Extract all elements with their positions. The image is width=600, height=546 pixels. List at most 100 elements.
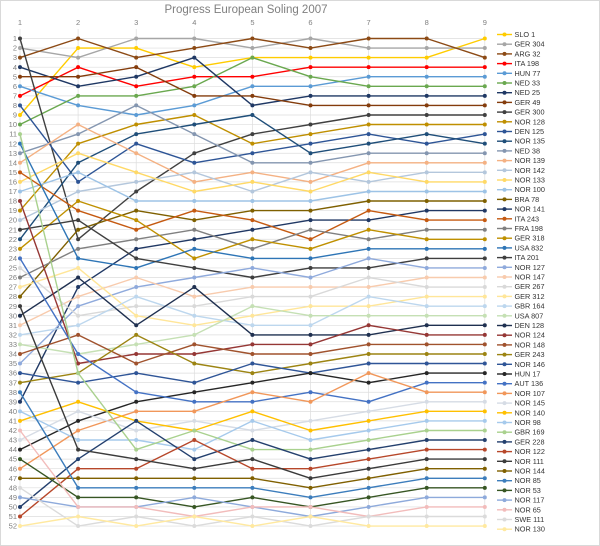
y-tick: 9 [13, 111, 17, 120]
data-point-nor-140 [76, 399, 81, 404]
data-point-ger-304 [308, 36, 313, 41]
data-point-nor-128 [308, 132, 313, 137]
y-tick: 41 [9, 417, 17, 426]
data-point-den-128 [482, 323, 487, 328]
legend-label: NOR 128 [515, 117, 545, 126]
legend-swatch-marker [502, 498, 507, 503]
data-point-nor-111 [366, 466, 371, 471]
data-point-nor-111 [18, 304, 22, 309]
legend-label: ITA 243 [515, 214, 540, 223]
legend-label: ITA 198 [515, 59, 540, 68]
data-point-nor-117 [424, 495, 429, 500]
y-tick: 15 [9, 168, 17, 177]
data-point-nor-146 [250, 361, 255, 366]
legend-item-gbr-164: GBR 164 [497, 302, 545, 311]
legend-item-slo-1: SLO 1 [497, 30, 535, 39]
data-point-nor-148 [482, 342, 487, 347]
data-point-nor-145 [482, 399, 487, 404]
data-point-usa-807 [308, 313, 313, 318]
series-nor-135 [18, 112, 487, 242]
data-point-nor-53 [76, 495, 81, 500]
x-tick: 5 [250, 18, 254, 27]
data-point-ger-267 [192, 304, 197, 309]
data-point-nor-65 [76, 504, 81, 509]
legend-item-nor-145: NOR 145 [497, 399, 545, 408]
data-point-den-128 [18, 313, 22, 318]
data-point-slo-1 [482, 36, 487, 41]
legend-item-ger-228: GER 228 [497, 437, 545, 446]
data-point-nor-85 [18, 390, 22, 395]
y-tick: 2 [13, 44, 17, 53]
legend-swatch-marker [502, 110, 507, 115]
data-point-nor-100 [250, 199, 255, 204]
series-usa-807 [18, 304, 487, 356]
data-point-usa-807 [134, 342, 139, 347]
data-point-gbr-169 [192, 428, 197, 433]
y-tick: 32 [9, 330, 17, 339]
legend-swatch-marker [502, 313, 507, 318]
data-point-nor-100 [424, 189, 429, 194]
data-point-nor-139 [424, 160, 429, 165]
data-point-nor-144 [76, 476, 81, 481]
data-point-nor-145 [192, 418, 197, 423]
legend-item-nor-135: NOR 135 [497, 137, 545, 146]
data-point-nor-124 [308, 342, 313, 347]
data-point-nor-145 [18, 438, 22, 443]
data-point-nor-100 [366, 189, 371, 194]
data-point-nor-148 [250, 351, 255, 356]
data-point-nor-53 [192, 504, 197, 509]
data-point-den-128 [424, 323, 429, 328]
data-point-ita-243 [424, 218, 429, 223]
data-point-nor-124 [134, 351, 139, 356]
data-point-ger-318 [308, 246, 313, 251]
x-tick: 3 [134, 18, 138, 27]
data-point-nor-117 [482, 495, 487, 500]
data-point-ger-228 [424, 438, 429, 443]
data-point-nor-111 [192, 466, 197, 471]
data-point-ger-49 [366, 103, 371, 108]
data-point-usa-832 [134, 265, 139, 270]
data-point-nor-142 [308, 170, 313, 175]
data-point-ita-198 [366, 65, 371, 70]
data-point-ger-243 [18, 380, 22, 385]
data-point-nor-148 [192, 342, 197, 347]
legend-swatch-marker [502, 323, 507, 328]
legend-swatch-marker [502, 51, 507, 56]
data-point-slo-1 [134, 46, 139, 51]
data-point-hun-17 [134, 399, 139, 404]
data-point-usa-807 [192, 332, 197, 337]
legend-label: SLO 1 [515, 30, 536, 39]
data-point-ger-312 [424, 294, 429, 299]
legend-swatch-marker [502, 342, 507, 347]
legend-swatch-marker [502, 507, 507, 512]
data-point-nor-135 [192, 122, 197, 127]
data-point-nor-128 [482, 122, 487, 127]
data-point-nor-124 [482, 332, 487, 337]
series-ger-267 [18, 265, 487, 318]
legend-swatch-marker [502, 488, 507, 493]
data-point-arg-32 [18, 55, 22, 60]
data-point-den-125 [76, 179, 81, 184]
data-point-den-125 [424, 141, 429, 146]
data-point-ger-243 [424, 351, 429, 356]
data-point-nor-142 [424, 170, 429, 175]
legend-swatch-marker [502, 449, 507, 454]
data-point-nor-142 [134, 179, 139, 184]
series-nor-147 [18, 275, 487, 328]
data-point-nor-100 [192, 199, 197, 204]
data-point-nor-53 [250, 495, 255, 500]
y-tick: 7 [13, 91, 17, 100]
data-point-usa-807 [250, 304, 255, 309]
data-point-hun-17 [366, 380, 371, 385]
legend-label: NOR 53 [515, 486, 541, 495]
y-tick: 35 [9, 359, 17, 368]
series-ita-201 [18, 218, 487, 280]
data-point-nor-107 [250, 390, 255, 395]
data-point-nor-133 [424, 179, 429, 184]
data-point-nor-85 [482, 476, 487, 481]
data-point-ger-300 [366, 112, 371, 117]
legend-item-nor-146: NOR 146 [497, 360, 545, 369]
data-point-ned-33 [250, 55, 255, 60]
y-tick: 24 [9, 254, 17, 263]
data-point-swe-111 [308, 524, 313, 529]
